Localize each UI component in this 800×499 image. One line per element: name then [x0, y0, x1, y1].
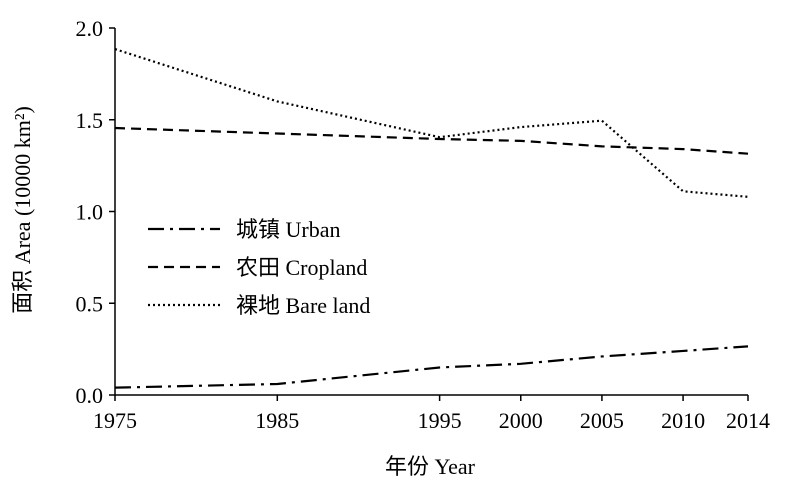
legend-label-cropland: 农田 Cropland: [236, 255, 367, 280]
x-tick-label: 2005: [580, 408, 624, 433]
y-tick-label: 1.5: [76, 108, 104, 133]
x-tick-label: 1975: [93, 408, 137, 433]
y-axis-title: 面积 Area (10000 km²): [10, 106, 35, 314]
series-line-cropland: [114, 126, 749, 155]
axes: [114, 28, 748, 396]
y-tick-label: 2.0: [76, 16, 104, 41]
y-tick-label: 0.0: [76, 383, 104, 408]
x-tick-label: 2014: [726, 408, 770, 433]
y-tick-label: 1.0: [76, 200, 104, 225]
x-tick-label: 2010: [661, 408, 705, 433]
legend-label-urban: 城镇 Urban: [236, 217, 340, 242]
x-tick-label: 1985: [255, 408, 299, 433]
series-layer: [114, 48, 749, 389]
x-axis-title: 年份 Year: [385, 454, 476, 479]
y-tick-label: 0.5: [76, 291, 104, 316]
series-line-land: [114, 48, 749, 198]
x-tick-label: 2000: [499, 408, 543, 433]
x-tick-label: 1995: [418, 408, 462, 433]
legend: 城镇 Urban 农田 Cropland 裸地 Bare land: [148, 217, 370, 318]
ticks: 0.0 0.5 1.0 1.5 2.0 1975 1985 1995 2000 2005 2010 2…: [76, 16, 771, 433]
legend-label-land: 裸地 Bare land: [236, 293, 370, 318]
series-line-urban: [114, 345, 749, 389]
